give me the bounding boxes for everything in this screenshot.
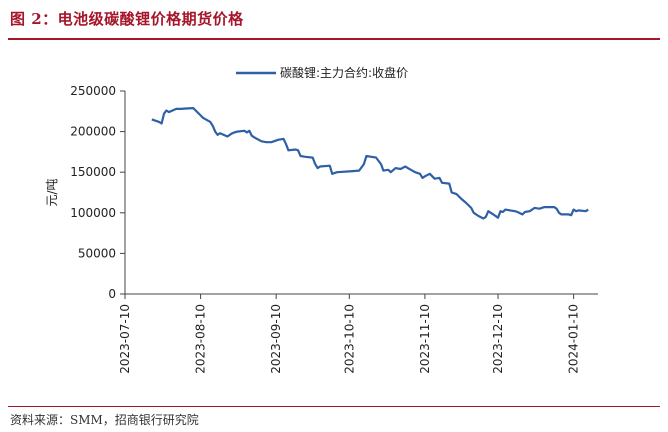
y-tick-label: 250000 <box>70 84 116 98</box>
title-divider <box>8 38 660 40</box>
y-axis: 0 50000 100000 150000 200000 250000 <box>70 84 126 301</box>
y-tick-label: 100000 <box>70 206 116 220</box>
y-tick-label: 0 <box>108 287 116 301</box>
source-divider <box>8 406 660 407</box>
x-tick-label: 2024-01-10 <box>567 304 581 374</box>
legend-label: 碳酸锂:主力合约:收盘价 <box>280 65 408 80</box>
x-tick-label: 2023-11-10 <box>418 304 432 374</box>
x-tick-label: 2023-09-10 <box>269 304 283 374</box>
x-tick-label: 2023-12-10 <box>491 304 505 374</box>
chart-legend: 碳酸锂:主力合约:收盘价 <box>236 65 408 80</box>
x-tick-label: 2023-08-10 <box>194 304 208 374</box>
y-tick-label: 150000 <box>70 165 116 179</box>
y-tick-label: 50000 <box>78 246 116 260</box>
source-note: 资料来源：SMM，招商银行研究院 <box>10 413 199 427</box>
x-tick-label: 2023-07-10 <box>118 304 132 374</box>
x-tick-label: 2023-10-10 <box>342 304 356 374</box>
y-tick-label: 200000 <box>70 125 116 139</box>
x-axis: 2023-07-10 2023-08-10 2023-09-10 2023-10-10… <box>118 293 598 374</box>
line-chart: 碳酸锂:主力合约:收盘价 元/吨 0 50000 100000 150000 20000… <box>45 65 598 374</box>
figure-title: 图 2：电池级碳酸锂价格期货价格 <box>10 10 244 28</box>
y-axis-label: 元/吨 <box>45 178 59 206</box>
series-line <box>151 107 589 220</box>
